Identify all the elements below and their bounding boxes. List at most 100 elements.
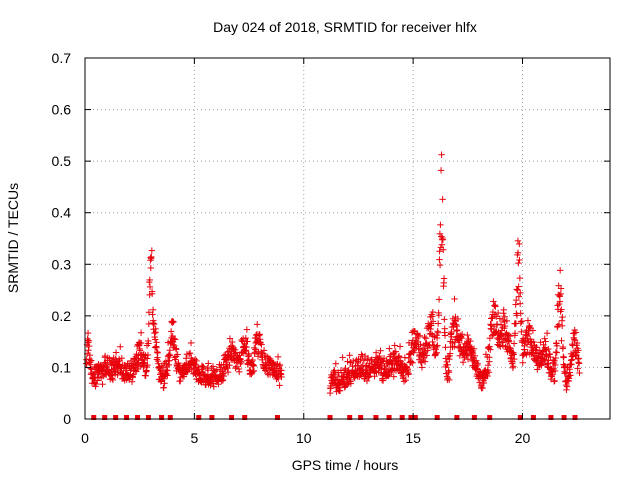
data-point [365, 373, 373, 380]
data-point [575, 347, 582, 354]
data-point [242, 334, 249, 342]
data-point [350, 357, 357, 365]
data-point [514, 249, 522, 256]
data-point [117, 343, 124, 350]
x-tick-label: 10 [296, 430, 312, 446]
data-point [173, 346, 180, 353]
satellite-marker [358, 415, 364, 420]
data-point [544, 360, 552, 367]
data-point [441, 316, 448, 323]
data-point [170, 335, 178, 342]
data-point [541, 335, 548, 342]
data-point [249, 356, 257, 364]
data-point [464, 331, 471, 339]
data-point [86, 351, 94, 359]
data-point [511, 355, 518, 363]
data-point [258, 341, 265, 348]
data-point [236, 368, 243, 376]
data-point [512, 301, 519, 308]
satellite-marker [517, 415, 523, 420]
data-point [542, 338, 549, 345]
satellite-marker [373, 415, 379, 420]
data-point [421, 333, 428, 341]
satellite-marker [209, 415, 215, 420]
data-point [136, 347, 144, 354]
data-points [82, 151, 583, 397]
data-point [501, 313, 508, 321]
data-point [153, 339, 160, 346]
data-point [423, 352, 430, 359]
data-point [451, 295, 458, 303]
data-point [390, 373, 397, 380]
data-point [276, 382, 283, 389]
data-point [561, 370, 568, 377]
data-point [543, 330, 551, 337]
data-point [186, 349, 194, 357]
y-tick-label: 0 [63, 411, 71, 427]
data-point [557, 290, 564, 298]
data-point [146, 276, 153, 284]
data-point [154, 349, 161, 357]
data-point [529, 327, 537, 334]
data-point [505, 338, 513, 346]
data-point [380, 358, 387, 365]
plot-frame [84, 57, 611, 420]
data-point [439, 236, 447, 243]
data-point [409, 359, 416, 367]
chart-title: Day 024 of 2018, SRMTID for receiver hlf… [213, 19, 477, 35]
y-tick-label: 0.4 [52, 205, 72, 221]
data-point [165, 361, 173, 369]
data-point [514, 286, 521, 294]
data-point [238, 336, 245, 344]
data-point [429, 338, 436, 346]
data-point [332, 360, 340, 367]
x-tick-label: 5 [190, 430, 198, 446]
data-point [337, 367, 345, 374]
data-point [527, 339, 534, 346]
data-point [560, 354, 567, 361]
data-point [402, 376, 409, 384]
data-point [516, 240, 523, 248]
data-point [444, 361, 451, 368]
data-point [260, 347, 268, 354]
data-point [427, 330, 435, 337]
data-point [503, 317, 511, 325]
satellite-marker [454, 415, 460, 420]
data-point [242, 347, 249, 354]
data-point [511, 330, 519, 337]
data-point [395, 353, 403, 360]
data-point [331, 370, 339, 378]
data-point [224, 348, 231, 356]
data-point [405, 370, 412, 377]
data-point [149, 311, 156, 318]
data-point [172, 356, 179, 363]
data-point [205, 360, 212, 367]
data-point [171, 336, 179, 343]
data-point [226, 335, 234, 342]
data-point [153, 348, 161, 356]
data-point [569, 341, 576, 348]
data-point [535, 354, 542, 361]
data-point [567, 372, 574, 379]
data-point [436, 248, 443, 255]
data-point [398, 361, 405, 368]
data-point [174, 351, 181, 358]
data-point [396, 343, 404, 350]
data-point [219, 376, 227, 384]
data-point [274, 353, 282, 361]
satellite-marker [399, 415, 405, 420]
data-point [148, 253, 155, 261]
data-point [436, 256, 443, 263]
data-point [490, 298, 497, 305]
data-point [112, 349, 120, 356]
data-point [463, 350, 471, 357]
data-point [84, 329, 92, 337]
data-point [144, 355, 151, 362]
data-point [415, 345, 423, 352]
data-point [160, 375, 168, 383]
data-point [392, 348, 399, 355]
data-point [434, 342, 441, 349]
data-point [470, 345, 478, 352]
data-point [130, 371, 137, 378]
